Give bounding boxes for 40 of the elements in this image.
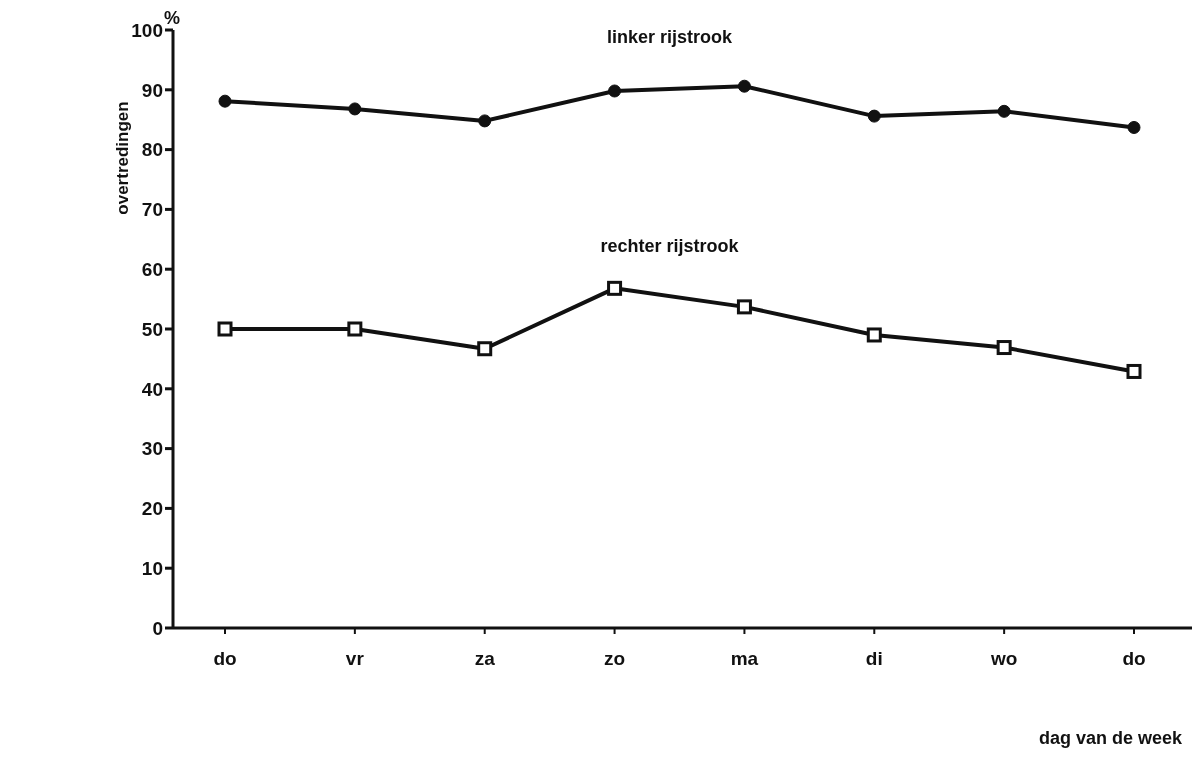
series-label: rechter rijstrook [600, 236, 740, 257]
point [217, 321, 233, 337]
point [348, 102, 362, 116]
x-tick-label: wo [989, 648, 1018, 670]
point [996, 340, 1012, 356]
x-tick-label: zo [604, 648, 626, 670]
point [608, 84, 622, 98]
x-tick-label: di [865, 648, 883, 670]
y-tick-label: 0 [152, 617, 163, 639]
x-axis-title: dag van de week [1038, 728, 1182, 749]
point [1127, 120, 1141, 134]
point [736, 299, 752, 315]
point [607, 280, 623, 296]
point [737, 79, 751, 93]
y-tick-label: 60 [141, 258, 163, 280]
text: % [164, 8, 181, 29]
point [347, 321, 363, 337]
point [477, 341, 493, 357]
point [218, 94, 232, 108]
series-label: linker rijstrook [607, 27, 734, 47]
x-tick-label: za [474, 648, 496, 670]
y-tick-label: 70 [141, 199, 163, 221]
y-tick-label: 40 [141, 378, 163, 400]
y-tick-label: 10 [141, 557, 163, 579]
y-tick-label: 30 [141, 438, 163, 460]
x-tick-label: ma [730, 648, 759, 670]
x-tick-label: vr [345, 648, 365, 670]
y-tick-label: 90 [141, 79, 163, 101]
point [1126, 363, 1142, 379]
y-tick-label: 80 [141, 139, 163, 161]
x-tick-label: do [213, 648, 237, 670]
y-tick-label: 20 [141, 498, 163, 520]
x-tick-label: do [1122, 648, 1146, 670]
point [478, 114, 492, 128]
point [867, 109, 881, 123]
point [997, 104, 1011, 118]
y-axis-title: overtredingen [113, 101, 133, 215]
y-tick-label: 50 [141, 318, 163, 340]
point [866, 327, 882, 343]
y-tick-label: 100 [131, 19, 163, 41]
